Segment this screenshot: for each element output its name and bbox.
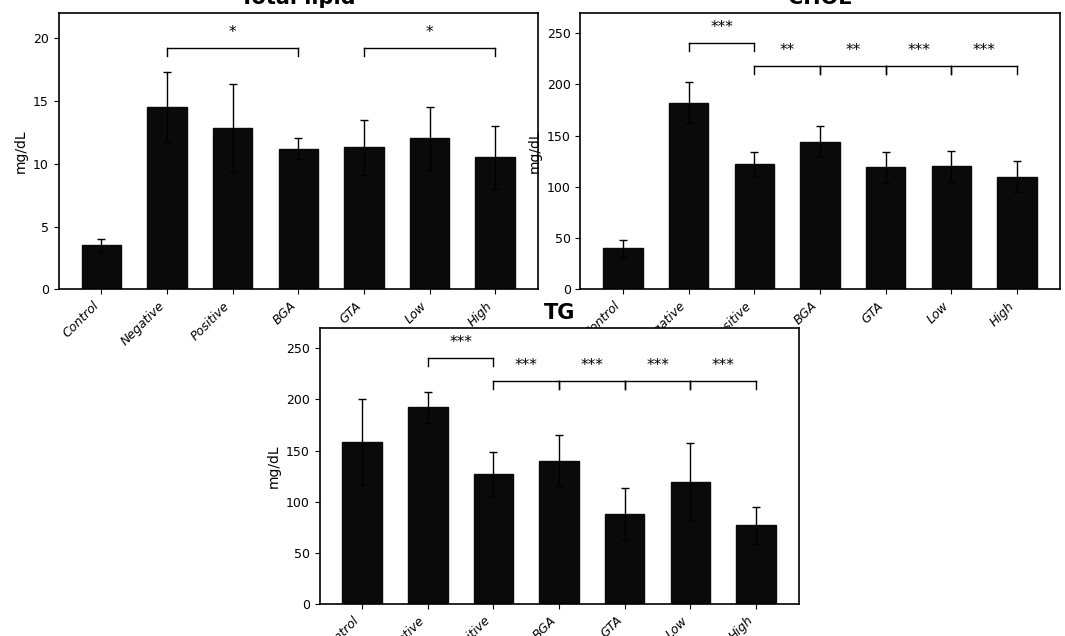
Bar bbox=[605, 514, 644, 604]
Text: ***: *** bbox=[580, 357, 604, 373]
Text: ***: *** bbox=[514, 357, 538, 373]
Bar bbox=[604, 249, 643, 289]
Y-axis label: mg/dL: mg/dL bbox=[527, 129, 541, 173]
Title: TG: TG bbox=[543, 303, 575, 323]
Bar bbox=[408, 408, 447, 604]
Bar bbox=[671, 482, 710, 604]
Y-axis label: mg/dL: mg/dL bbox=[14, 129, 28, 173]
Text: *: * bbox=[426, 25, 433, 40]
Bar bbox=[801, 142, 839, 289]
Text: ***: *** bbox=[449, 335, 472, 350]
Bar bbox=[279, 149, 317, 289]
Text: ***: *** bbox=[972, 43, 996, 58]
Text: ***: *** bbox=[711, 357, 735, 373]
Title: CHOL: CHOL bbox=[788, 0, 852, 8]
Bar bbox=[932, 167, 971, 289]
Bar bbox=[475, 157, 514, 289]
Bar bbox=[343, 442, 382, 604]
Text: ***: *** bbox=[646, 357, 669, 373]
Bar bbox=[866, 167, 905, 289]
Bar bbox=[213, 128, 252, 289]
Text: **: ** bbox=[846, 43, 861, 58]
Bar bbox=[736, 525, 775, 604]
Bar bbox=[474, 474, 513, 604]
Bar bbox=[82, 245, 121, 289]
Text: ***: *** bbox=[710, 20, 733, 35]
Title: Total lipid: Total lipid bbox=[241, 0, 356, 8]
Bar bbox=[410, 139, 449, 289]
Text: ***: *** bbox=[907, 43, 930, 58]
Bar bbox=[997, 177, 1036, 289]
Bar bbox=[669, 103, 708, 289]
Bar bbox=[540, 460, 578, 604]
Text: **: ** bbox=[780, 43, 794, 58]
Y-axis label: mg/dL: mg/dL bbox=[266, 444, 280, 488]
Bar bbox=[344, 148, 383, 289]
Text: *: * bbox=[229, 25, 236, 40]
Bar bbox=[147, 107, 186, 289]
Bar bbox=[735, 164, 774, 289]
